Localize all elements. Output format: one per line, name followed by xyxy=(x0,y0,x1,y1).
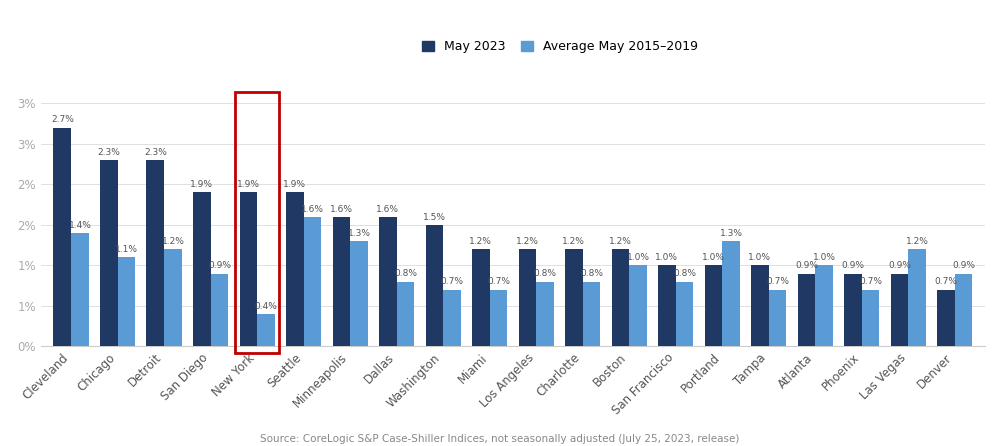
Text: 0.9%: 0.9% xyxy=(841,261,864,270)
Bar xyxy=(583,281,600,347)
Text: 1.3%: 1.3% xyxy=(720,229,743,238)
Text: 1.6%: 1.6% xyxy=(330,205,353,214)
Text: 1.0%: 1.0% xyxy=(627,253,650,262)
Text: 1.1%: 1.1% xyxy=(115,245,138,254)
Bar xyxy=(333,217,350,347)
Bar xyxy=(908,249,926,347)
Bar xyxy=(164,249,182,347)
Text: 1.2%: 1.2% xyxy=(516,237,539,246)
Text: 0.9%: 0.9% xyxy=(888,261,911,270)
Bar xyxy=(519,249,536,347)
Text: 2.3%: 2.3% xyxy=(144,148,167,157)
Text: 1.9%: 1.9% xyxy=(283,180,306,189)
Bar xyxy=(891,273,908,347)
Text: 1.2%: 1.2% xyxy=(469,237,492,246)
Bar xyxy=(658,265,676,347)
Bar xyxy=(193,192,211,347)
Bar xyxy=(100,160,118,347)
Text: 0.7%: 0.7% xyxy=(487,277,510,286)
Text: 1.2%: 1.2% xyxy=(906,237,929,246)
Text: 0.7%: 0.7% xyxy=(441,277,464,286)
Text: 1.9%: 1.9% xyxy=(190,180,213,189)
Bar xyxy=(844,273,862,347)
Text: 2.7%: 2.7% xyxy=(51,116,74,124)
Bar xyxy=(798,273,815,347)
Text: 1.2%: 1.2% xyxy=(562,237,585,246)
Bar xyxy=(118,257,135,347)
Text: 1.2%: 1.2% xyxy=(162,237,184,246)
Bar xyxy=(705,265,722,347)
Bar xyxy=(146,160,164,347)
Bar xyxy=(286,192,304,347)
Bar xyxy=(751,265,769,347)
Bar xyxy=(955,273,972,347)
Bar xyxy=(379,217,397,347)
Text: 1.0%: 1.0% xyxy=(655,253,678,262)
Text: 1.5%: 1.5% xyxy=(423,213,446,222)
Bar xyxy=(350,241,368,347)
Text: 1.9%: 1.9% xyxy=(237,180,260,189)
Bar xyxy=(676,281,693,347)
Text: Source: CoreLogic S&P Case-Shiller Indices, not seasonally adjusted (July 25, 20: Source: CoreLogic S&P Case-Shiller Indic… xyxy=(260,434,740,444)
Text: 0.8%: 0.8% xyxy=(394,269,417,278)
Text: 1.6%: 1.6% xyxy=(301,205,324,214)
Bar xyxy=(629,265,647,347)
Text: 1.0%: 1.0% xyxy=(813,253,836,262)
Bar xyxy=(426,225,443,347)
Bar xyxy=(536,281,554,347)
Bar xyxy=(211,273,228,347)
Text: 1.4%: 1.4% xyxy=(69,221,91,230)
Text: 1.6%: 1.6% xyxy=(376,205,399,214)
Bar xyxy=(565,249,583,347)
Bar xyxy=(443,290,461,347)
Text: 0.8%: 0.8% xyxy=(534,269,557,278)
Text: 1.2%: 1.2% xyxy=(609,237,632,246)
Bar xyxy=(235,92,279,353)
Text: 0.7%: 0.7% xyxy=(859,277,882,286)
Text: 0.7%: 0.7% xyxy=(934,277,957,286)
Text: 1.0%: 1.0% xyxy=(702,253,725,262)
Text: 1.3%: 1.3% xyxy=(348,229,371,238)
Bar xyxy=(240,192,257,347)
Bar xyxy=(71,233,89,347)
Bar xyxy=(257,314,275,347)
Text: 0.7%: 0.7% xyxy=(766,277,789,286)
Bar xyxy=(722,241,740,347)
Text: 0.8%: 0.8% xyxy=(673,269,696,278)
Text: 0.9%: 0.9% xyxy=(952,261,975,270)
Bar xyxy=(612,249,629,347)
Bar xyxy=(472,249,490,347)
Text: 1.0%: 1.0% xyxy=(748,253,771,262)
Text: 0.4%: 0.4% xyxy=(255,302,277,311)
Bar xyxy=(769,290,786,347)
Bar xyxy=(815,265,833,347)
Text: 0.9%: 0.9% xyxy=(795,261,818,270)
Bar xyxy=(304,217,321,347)
Text: 0.8%: 0.8% xyxy=(580,269,603,278)
Bar xyxy=(53,128,71,347)
Bar xyxy=(397,281,414,347)
Bar xyxy=(937,290,955,347)
Text: 0.9%: 0.9% xyxy=(208,261,231,270)
Bar xyxy=(490,290,507,347)
Text: 2.3%: 2.3% xyxy=(97,148,120,157)
Bar xyxy=(862,290,879,347)
Legend: May 2023, Average May 2015–2019: May 2023, Average May 2015–2019 xyxy=(418,37,702,57)
